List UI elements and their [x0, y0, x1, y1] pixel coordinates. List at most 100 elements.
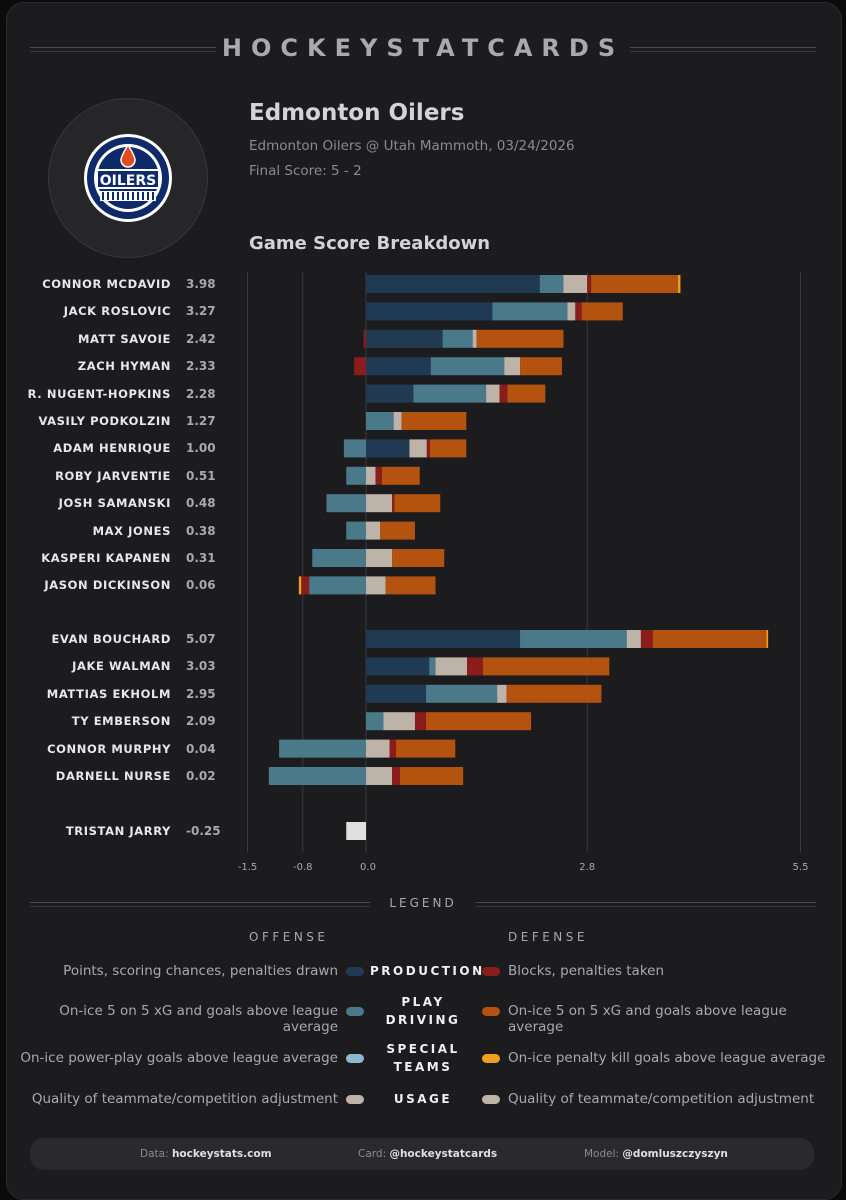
bar-segment-play-driving-off [346, 466, 366, 485]
matchup-text: Edmonton Oilers @ Utah Mammoth, 03/24/20… [249, 138, 575, 154]
legend-divider-left-2 [30, 906, 370, 907]
bar-segment-usage [504, 357, 521, 376]
bar-segment-usage [366, 494, 393, 513]
bar-segment-production-off [366, 357, 431, 376]
x-tick-label: 5.5 [793, 862, 809, 873]
player-game-score: 3.03 [186, 659, 216, 674]
bar-segment-play-driving-def [392, 549, 445, 567]
brand-divider-right [630, 47, 816, 48]
bar-segment-usage [626, 630, 641, 648]
bar-segment-usage [366, 767, 393, 785]
bar-segment-production-off [366, 275, 540, 293]
legend-category-line1: PLAY [401, 995, 445, 1009]
player-name: JACK ROSLOVIC [63, 304, 171, 319]
brand-divider-left [30, 47, 216, 48]
legend-defense-text: On-ice 5 on 5 xG and goals above league … [508, 1003, 787, 1035]
legend-defense-swatch [482, 1007, 500, 1016]
bar-segment-production-def [414, 712, 427, 731]
bar-segment-usage [409, 439, 427, 458]
legend-offense-text: Quality of teammate/competition adjustme… [31, 1091, 338, 1107]
defense-heading: DEFENSE [508, 930, 588, 944]
logo-wordmark: OILERS [100, 173, 156, 189]
bar-segment-special-teams-def [298, 576, 302, 595]
legend-category: PRODUCTION [370, 964, 485, 978]
section-title: Game Score Breakdown [249, 233, 491, 254]
legend-offense-swatch [346, 1095, 364, 1104]
bar-segment-usage [472, 329, 477, 348]
x-tick-label: 0.0 [360, 862, 376, 873]
bar-segment-usage [366, 549, 393, 567]
bar-segment-production-off [366, 684, 427, 703]
footer-model: Model: @domluszczyszyn [584, 1148, 728, 1160]
bar-segment-special-teams-def [766, 630, 769, 648]
bar-segment-play-driving-off [426, 684, 498, 703]
bar-segment-usage [563, 275, 588, 293]
player-name: CONNOR MURPHY [47, 741, 171, 756]
bar-segment-play-driving-def [385, 576, 436, 595]
bar-segment-play-driving-off [268, 767, 366, 785]
legend-offense-text: On-ice power-play goals above league ave… [20, 1050, 338, 1066]
footer-bar [30, 1138, 814, 1170]
bar-segment-production-off [366, 329, 443, 348]
player-game-score: 0.06 [186, 578, 216, 593]
bar-segment-production-off [366, 302, 493, 321]
legend-defense-swatch [482, 1095, 500, 1104]
player-name: KASPERI KAPANEN [41, 551, 171, 565]
bar-segment-play-driving-off [343, 439, 366, 458]
oilers-logo-icon: OILERS [84, 134, 172, 222]
player-name: JASON DICKINSON [44, 578, 171, 593]
brand-title: HOCKEYSTATCARDS [221, 34, 625, 62]
legend-divider-left [30, 902, 370, 903]
bar-segment-play-driving-def [520, 357, 562, 376]
bar-segment-production-def [389, 739, 397, 758]
bar-segment-play-driving-def [381, 466, 420, 485]
legend-defense-swatch [482, 967, 500, 976]
legend-defense-text: Blocks, penalties taken [508, 963, 665, 979]
legend-offense-text: On-ice 5 on 5 xG and goals above league … [59, 1003, 338, 1035]
player-game-score: 3.27 [186, 304, 216, 319]
bar-segment-play-driving-def [426, 712, 532, 731]
x-tick-label: -1.5 [238, 862, 258, 873]
bar-segment-usage [383, 712, 415, 731]
bar-segment-play-driving-def [394, 494, 441, 513]
player-name: VASILY PODKOLZIN [38, 414, 171, 428]
player-game-score: 2.42 [186, 331, 216, 346]
player-name: EVAN BOUCHARD [51, 632, 171, 646]
footer-data: Data: hockeystats.com [140, 1148, 272, 1160]
game-score-chart: -1.5 -0.8 0.0 2.8 5.5 [238, 272, 809, 873]
bar-segment-production-def [363, 329, 366, 348]
bar-segment-play-driving-off [413, 384, 487, 403]
player-game-score: 0.31 [186, 551, 216, 565]
bar-segment-production-off [366, 630, 521, 648]
bar-segment-special-teams-def [678, 275, 681, 293]
player-name: TY EMBERSON [71, 714, 171, 729]
x-tick-label: -0.8 [293, 862, 313, 873]
bar-segment-usage [497, 684, 507, 703]
team-logo: OILERS [48, 98, 208, 258]
player-game-score: 2.09 [186, 714, 216, 729]
player-name: MATT SAVOIE [77, 331, 171, 346]
bar-segment-play-driving-off [279, 739, 366, 758]
brand-divider-left-2 [30, 51, 216, 52]
legend-offense-swatch [346, 1007, 364, 1016]
legend-defense-swatch [482, 1054, 500, 1063]
bar-segment-play-driving-def [581, 302, 623, 321]
bar-segment-play-driving-off [429, 657, 436, 676]
legend-defense-text: On-ice penalty kill goals above league a… [508, 1050, 826, 1066]
player-name: CONNOR MCDAVID [42, 277, 171, 291]
legend-category-line2: TEAMS [393, 1060, 453, 1074]
player-game-score: 0.38 [186, 523, 216, 538]
legend-offense-swatch [346, 1054, 364, 1063]
player-name: MATTIAS EKHOLM [46, 686, 171, 701]
player-name: JAKE WALMAN [72, 659, 171, 674]
bar-segment-play-driving-def [396, 739, 456, 758]
player-game-score: 2.95 [186, 686, 216, 701]
bar-segment-usage [366, 466, 376, 485]
bar-segment-play-driving-def [401, 412, 467, 430]
player-game-score: -0.25 [186, 824, 221, 838]
player-game-score: 3.98 [186, 277, 216, 291]
bar-segment-production-def [467, 657, 483, 676]
bar-segment-play-driving-off [346, 521, 366, 540]
bar-segment-production-def [375, 466, 382, 485]
player-name: DARNELL NURSE [55, 769, 171, 783]
